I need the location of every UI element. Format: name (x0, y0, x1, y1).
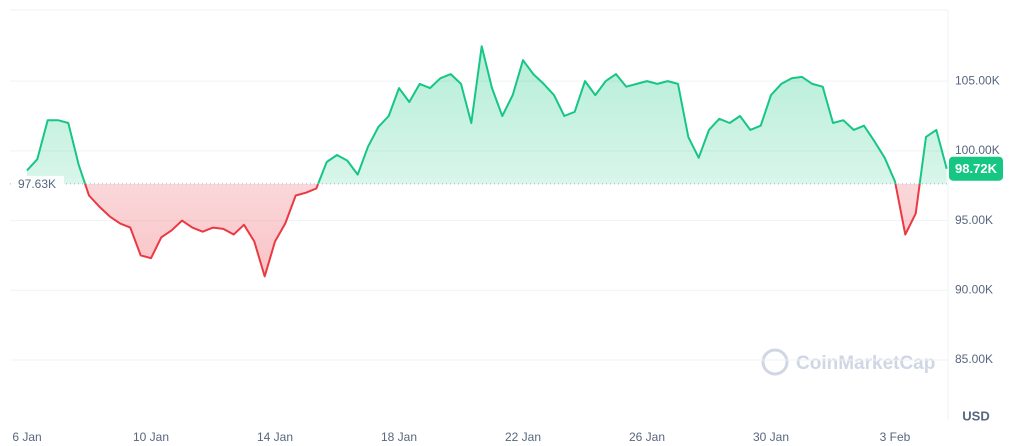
area-down (85, 183, 920, 277)
y-tick-label: 85.00K (955, 352, 993, 366)
x-tick-label: 22 Jan (505, 430, 541, 444)
price-line-up (26, 45, 948, 184)
y-tick-label: 95.00K (955, 213, 993, 227)
y-tick-label: 105.00K (955, 73, 1000, 87)
x-tick-label: 18 Jan (381, 430, 417, 444)
x-tick-label: 26 Jan (629, 430, 665, 444)
price-line-down (84, 183, 921, 278)
y-tick-label: 90.00K (955, 282, 993, 296)
watermark-text: CoinMarketCap (796, 353, 935, 374)
area-up (27, 46, 947, 184)
baseline-label-bg (12, 175, 64, 192)
last-price-label: 98.72K (955, 161, 998, 176)
baseline-label: 97.63K (18, 177, 56, 191)
y-tick-label: 100.00K (955, 143, 1000, 157)
watermark: CoinMarketCap (761, 348, 935, 376)
x-tick-label: 3 Feb (880, 430, 911, 444)
x-tick-label: 14 Jan (257, 430, 293, 444)
x-tick-label: 6 Jan (12, 430, 41, 444)
x-tick-label: 30 Jan (753, 430, 789, 444)
currency-label: USD (962, 408, 989, 423)
x-tick-label: 10 Jan (133, 430, 169, 444)
last-price-badge (949, 156, 1003, 181)
watermark-logo (761, 348, 789, 376)
